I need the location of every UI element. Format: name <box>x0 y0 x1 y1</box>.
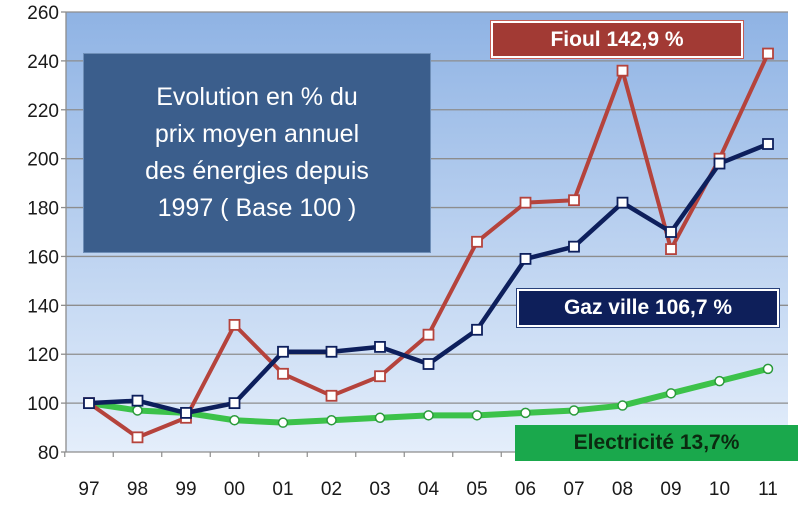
x-tick-label: 08 <box>612 479 633 500</box>
gaz-marker <box>325 345 338 358</box>
fioul-marker <box>519 196 532 209</box>
fioul-marker <box>471 235 483 248</box>
y-tick-label: 80 <box>38 443 59 464</box>
x-tick-label: 98 <box>127 479 148 500</box>
x-tick-label: 06 <box>515 479 536 500</box>
gaz-marker <box>374 340 386 353</box>
elec-marker <box>132 405 143 416</box>
chart-title-line-4: 1997 ( Base 100 ) <box>157 194 357 222</box>
series-lines <box>83 47 774 444</box>
series-label-fioul: Fioul 142,9 % <box>490 20 744 59</box>
gaz-marker <box>422 358 435 370</box>
gaz-marker <box>471 323 483 336</box>
x-tick-label: 10 <box>709 479 730 500</box>
gaz-marker <box>616 196 629 209</box>
x-tick-label: 00 <box>224 479 245 500</box>
gaz-marker <box>568 240 580 253</box>
x-tick-label: 97 <box>78 479 99 500</box>
elec-marker <box>520 407 531 419</box>
elec-marker <box>762 363 774 375</box>
elec-marker <box>326 414 337 426</box>
x-tick-label: 07 <box>563 479 584 500</box>
y-tick-label: 160 <box>27 247 59 268</box>
y-tick-label: 180 <box>27 199 59 220</box>
gaz-marker <box>713 157 726 170</box>
fioul-marker <box>422 328 435 341</box>
fioul-marker <box>568 194 580 207</box>
gaz-marker <box>180 406 192 419</box>
elec-marker <box>568 405 580 416</box>
elec-marker <box>665 388 677 399</box>
chart-title-line-1: Evolution en % du <box>156 83 358 111</box>
x-axis: 97 98 99 00 01 02 03 04 05 06 07 08 09 10 11 <box>64 452 778 500</box>
y-tick-label: 200 <box>27 150 59 171</box>
fioul-marker <box>325 389 338 402</box>
y-tick-label: 240 <box>27 52 59 73</box>
elec-marker <box>423 410 434 421</box>
gaz-marker <box>519 252 532 265</box>
elec-marker <box>617 400 628 411</box>
x-tick-label: 99 <box>175 479 196 500</box>
gaz-marker <box>277 345 289 358</box>
gaz-marker <box>131 394 144 407</box>
elec-marker <box>277 417 289 428</box>
fioul-marker <box>228 318 241 331</box>
x-tick-label: 02 <box>321 479 342 500</box>
elec-marker <box>714 375 725 387</box>
y-tick-label: 140 <box>27 296 59 317</box>
chart-title-line-3: des énergies depuis <box>145 157 369 185</box>
fioul-marker <box>131 431 144 444</box>
series-label-electricite: Electricité 13,7% <box>515 425 798 461</box>
y-tick-label: 100 <box>27 394 59 415</box>
y-tick-label: 220 <box>27 101 59 122</box>
y-tick-label: 260 <box>27 3 59 24</box>
elec-marker <box>374 412 386 424</box>
gaz-marker <box>83 397 95 410</box>
chart-title-line-2: prix moyen annuel <box>154 120 360 148</box>
gaz-marker <box>762 138 774 150</box>
chart-title-box: Evolution en % du prix moyen annuel des … <box>83 53 431 253</box>
x-tick-label: 04 <box>418 479 440 500</box>
x-tick-label: 01 <box>272 479 293 500</box>
x-tick-label: 03 <box>369 479 390 500</box>
elec-marker <box>471 410 483 421</box>
fioul-marker <box>665 243 677 256</box>
fioul-marker <box>616 64 629 77</box>
fioul-marker <box>277 367 289 380</box>
fioul-marker <box>374 370 386 383</box>
fioul-marker <box>762 47 774 60</box>
gaz-marker <box>228 397 241 410</box>
x-tick-label: 09 <box>660 479 681 500</box>
series-label-gaz-ville: Gaz ville 106,7 % <box>516 288 780 328</box>
elec-marker <box>229 414 240 426</box>
y-tick-label: 120 <box>27 345 59 366</box>
x-tick-label: 11 <box>758 479 778 500</box>
gaz-marker <box>665 226 677 238</box>
x-tick-label: 05 <box>466 479 487 500</box>
y-axis: 80 100 120 140 160 180 200 220 240 260 <box>27 3 67 464</box>
